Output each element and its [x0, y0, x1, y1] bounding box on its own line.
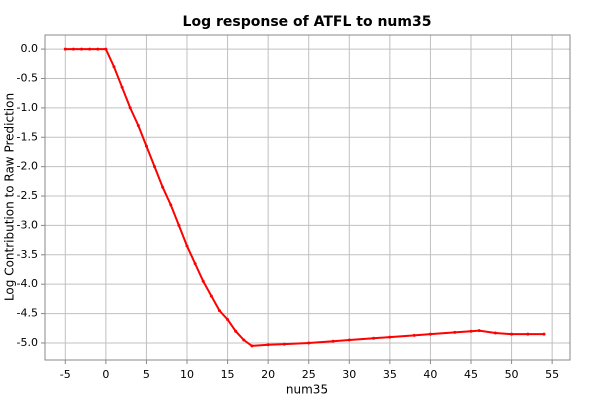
chart-title: Log response of ATFL to num35 — [183, 14, 432, 30]
point — [201, 279, 205, 283]
x-tick-label: -5 — [60, 368, 71, 381]
point — [493, 331, 497, 335]
point — [63, 47, 67, 51]
point — [96, 47, 100, 51]
x-tick-label: 55 — [545, 368, 559, 381]
point — [307, 341, 311, 345]
point — [266, 343, 270, 347]
point — [185, 244, 189, 248]
point — [412, 333, 416, 337]
point — [104, 47, 108, 51]
x-tick-label: 5 — [143, 368, 150, 381]
point — [144, 144, 148, 148]
x-tick-label: 45 — [464, 368, 478, 381]
point — [153, 165, 157, 169]
point — [542, 332, 546, 336]
y-tick-label: -2.5 — [17, 189, 38, 202]
point — [136, 124, 140, 128]
x-tick-label: 30 — [342, 368, 356, 381]
x-tick-label: 0 — [102, 368, 109, 381]
y-tick-label: -3.0 — [17, 218, 38, 231]
point — [88, 47, 92, 51]
x-tick-label: 50 — [505, 368, 519, 381]
y-axis-label: Log Contribution to Raw Prediction — [3, 93, 17, 301]
y-tick-label: -5.0 — [17, 336, 38, 349]
point — [469, 329, 473, 333]
point — [250, 344, 254, 348]
point — [428, 332, 432, 336]
point — [234, 329, 238, 333]
y-tick-label: -0.5 — [17, 71, 38, 84]
y-tick-label: -4.0 — [17, 277, 38, 290]
point — [453, 330, 457, 334]
line — [65, 48, 545, 347]
x-tick-label: 35 — [383, 368, 397, 381]
point — [169, 203, 173, 207]
point — [242, 338, 246, 342]
point — [331, 339, 335, 343]
point — [209, 294, 213, 298]
point — [526, 332, 530, 336]
x-axis-label: num35 — [286, 383, 328, 397]
y-tick-label: -2.0 — [17, 160, 38, 173]
point — [120, 85, 124, 89]
point — [477, 329, 481, 333]
y-tick-label: -4.5 — [17, 307, 38, 320]
plot-frame — [44, 34, 571, 361]
point — [347, 338, 351, 342]
point — [112, 65, 116, 69]
x-tick-label: 15 — [221, 368, 235, 381]
point — [388, 335, 392, 339]
point — [71, 47, 75, 51]
point — [282, 342, 286, 346]
point — [128, 106, 132, 110]
x-tick-label: 10 — [180, 368, 194, 381]
point — [510, 332, 514, 336]
point — [372, 336, 376, 340]
x-tick-label: 40 — [423, 368, 437, 381]
y-tick-label: -1.0 — [17, 101, 38, 114]
point — [177, 223, 181, 227]
point — [217, 309, 221, 313]
point — [161, 185, 165, 189]
y-tick-label: -1.5 — [17, 130, 38, 143]
point — [226, 317, 230, 321]
point — [80, 47, 84, 51]
x-tick-label: 20 — [261, 368, 275, 381]
y-tick-label: 0.0 — [21, 42, 39, 55]
point — [193, 262, 197, 266]
y-tick-label: -3.5 — [17, 248, 38, 261]
x-tick-label: 25 — [302, 368, 316, 381]
